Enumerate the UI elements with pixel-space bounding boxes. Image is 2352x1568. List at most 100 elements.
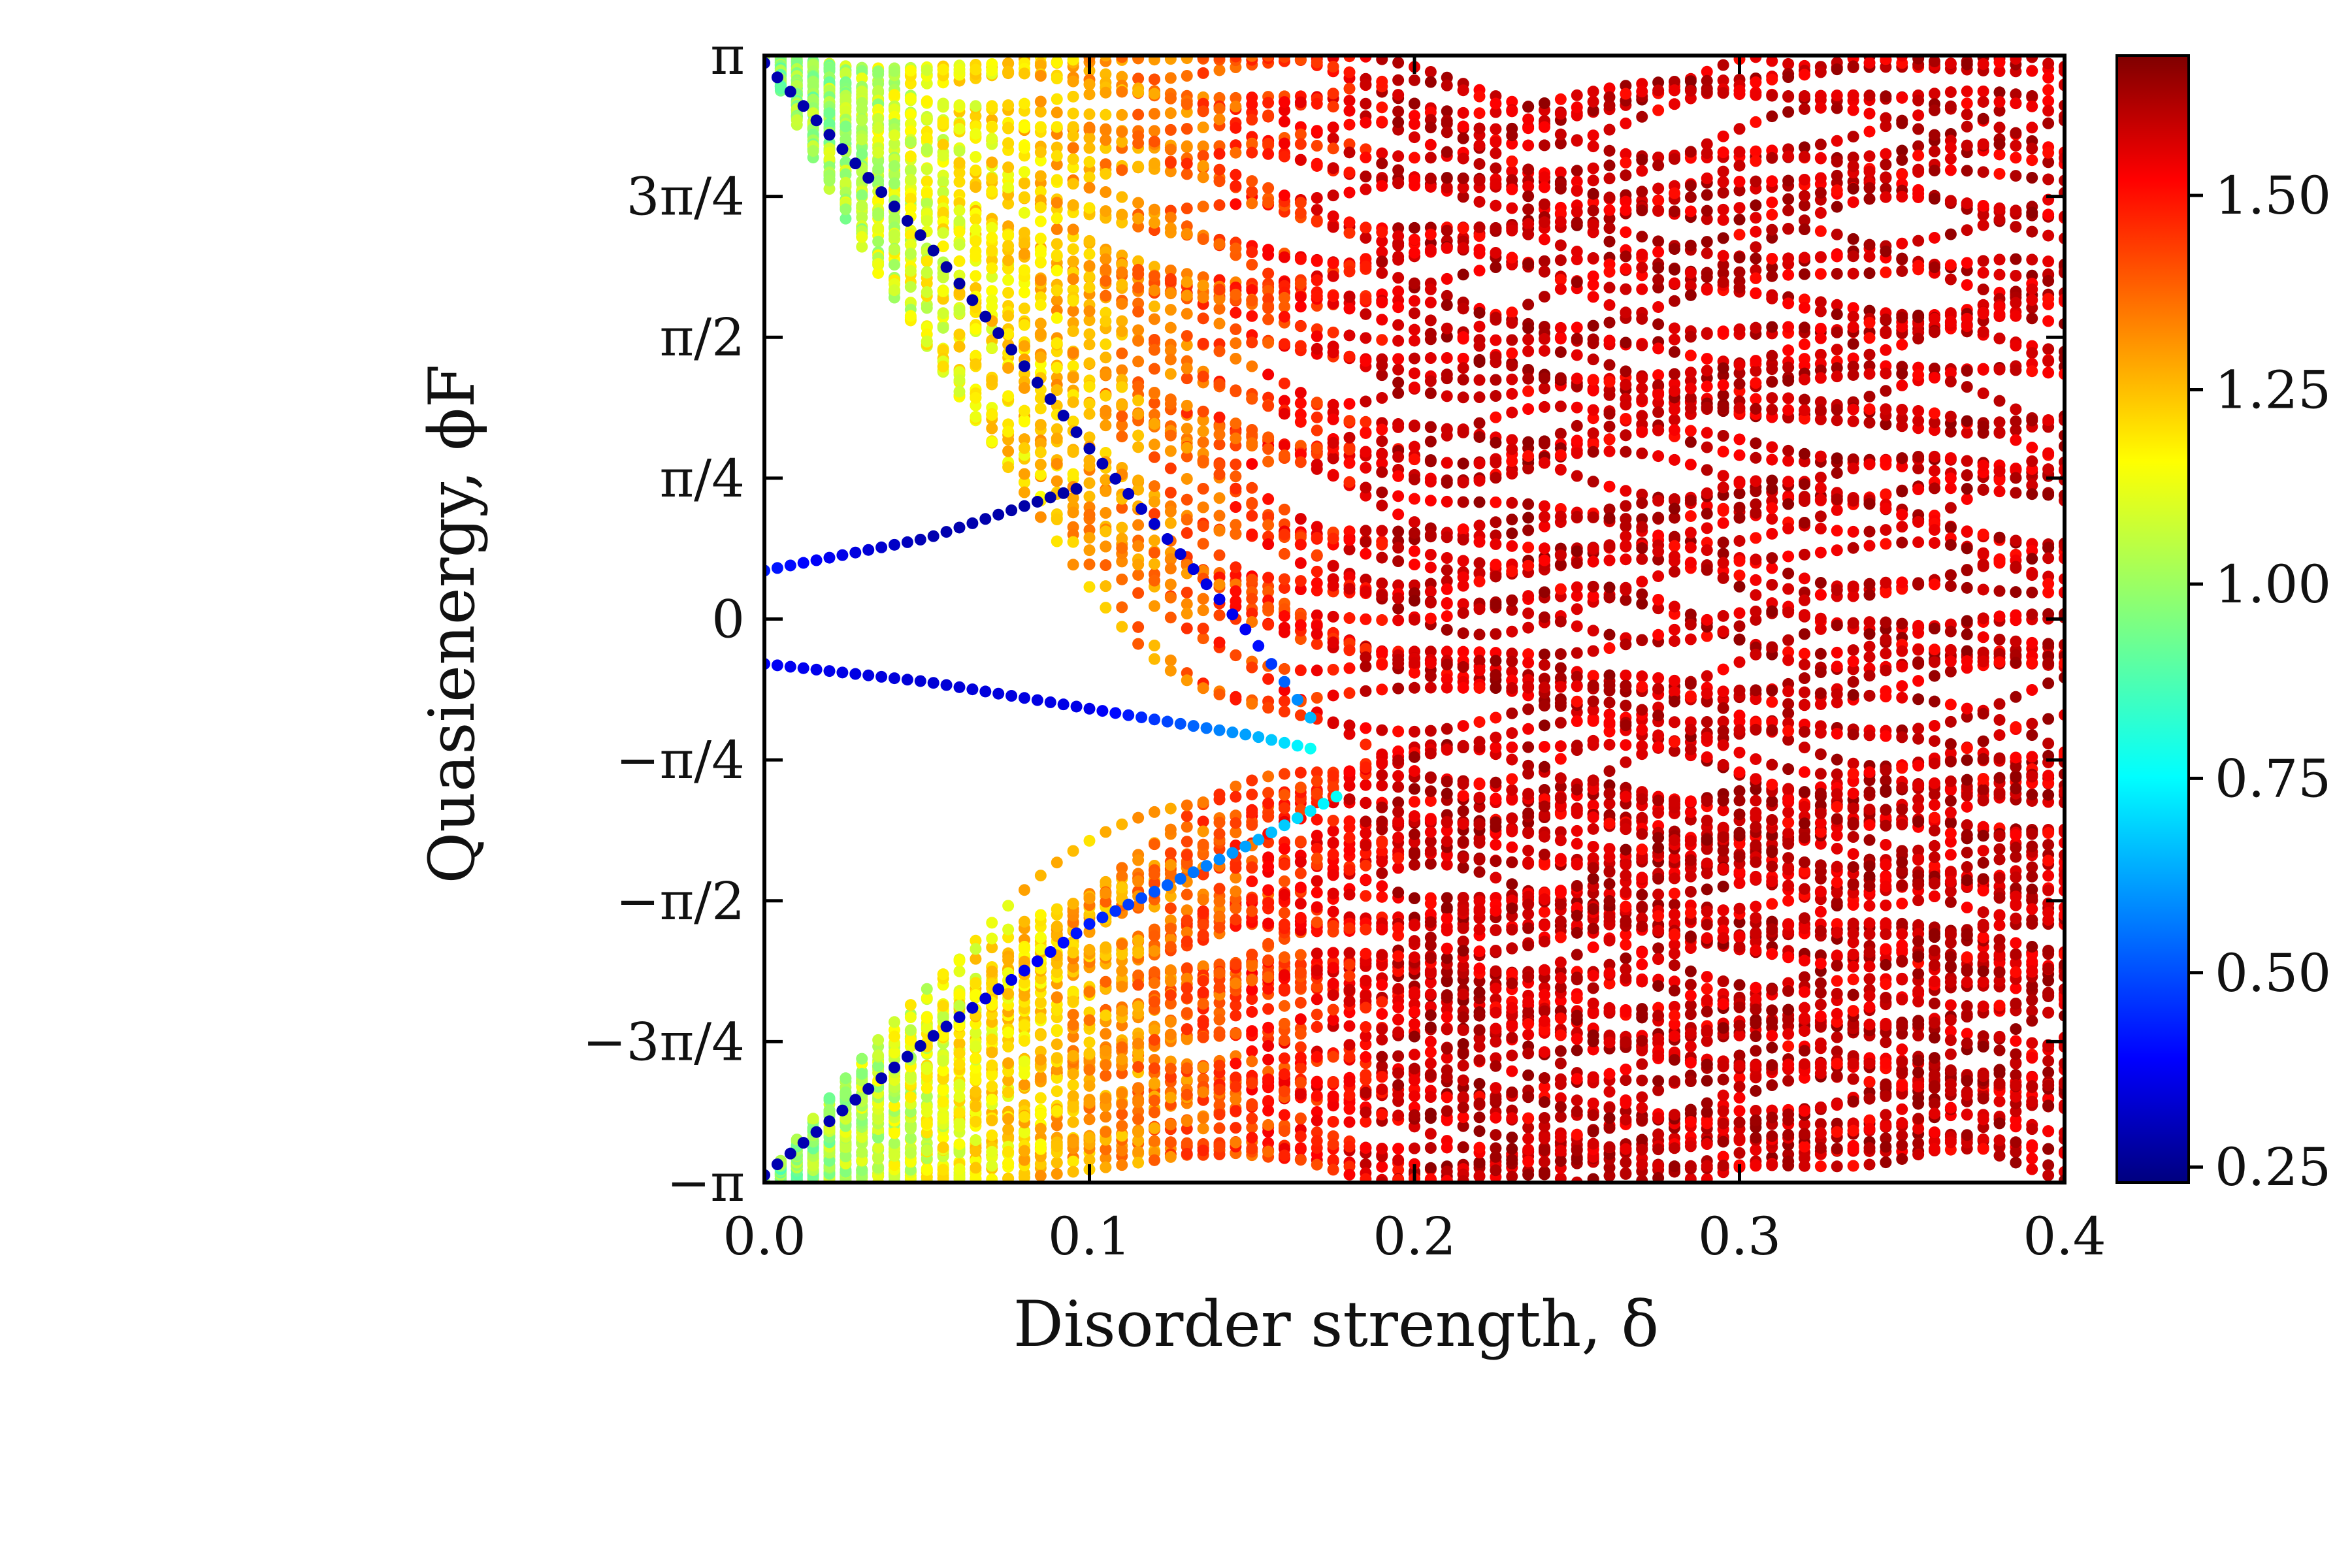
bulk-point [1116, 1041, 1128, 1053]
bulk-point [1424, 1046, 1437, 1058]
bulk-point [1733, 282, 1746, 294]
bulk-point [1441, 1091, 1453, 1103]
bulk-point [1603, 934, 1616, 947]
bulk-point [1132, 1126, 1145, 1138]
bulk-point [1684, 331, 1697, 343]
bulk-point [2026, 206, 2038, 219]
bulk-point [1733, 1147, 1746, 1159]
bulk-point [1522, 1069, 1535, 1081]
bulk-point [1847, 1143, 1859, 1155]
bulk-point [2010, 403, 2022, 416]
bulk-point [2026, 1037, 2038, 1049]
bulk-point [1376, 334, 1388, 346]
bulk-point [1766, 403, 1778, 416]
bulk-point [1132, 160, 1145, 172]
bulk-point [1782, 1040, 1795, 1053]
bulk-point [1944, 142, 1957, 154]
bulk-point [1197, 279, 1209, 291]
bulk-point [1587, 319, 1599, 332]
bulk-point [2042, 1006, 2055, 1019]
bulk-point [1522, 385, 1535, 397]
bulk-point [1149, 1077, 1160, 1089]
bulk-point [1929, 1017, 1940, 1029]
bulk-point [1896, 367, 1908, 380]
bulk-point [1993, 253, 2006, 266]
bulk-point [1912, 191, 1925, 203]
bulk-point [1929, 193, 1940, 205]
bulk-point [1246, 336, 1258, 349]
bulk-point [1912, 1081, 1925, 1093]
bulk-point [1246, 1005, 1258, 1018]
bulk-point [1571, 185, 1583, 197]
bulk-point [2010, 221, 2022, 233]
bulk-point [1522, 1143, 1535, 1156]
bulk-point [2026, 253, 2038, 266]
bulk-point [1360, 143, 1372, 155]
bulk-point [1034, 256, 1047, 269]
bulk-point [1620, 117, 1632, 129]
bulk-point [1002, 1113, 1015, 1125]
bulk-point [986, 185, 998, 197]
bulk-point [1294, 253, 1307, 265]
bulk-point [1603, 222, 1616, 235]
bulk-point [1587, 188, 1599, 200]
bulk-point [1814, 987, 1827, 999]
bulk-point [1522, 971, 1535, 983]
bulk-point [1360, 1002, 1372, 1014]
bulk-point [1620, 148, 1632, 160]
bulk-point [1750, 1144, 1762, 1156]
bulk-point [1733, 159, 1746, 172]
bulk-point [1343, 186, 1356, 199]
bulk-point [1717, 362, 1729, 374]
bulk-point [1717, 74, 1729, 87]
bulk-point [986, 1129, 998, 1141]
bulk-point [1327, 122, 1339, 134]
bulk-point [1230, 1122, 1242, 1134]
bulk-point [1961, 976, 1973, 988]
bulk-point [1327, 1076, 1339, 1088]
bulk-point [1669, 153, 1680, 165]
bulk-point [1929, 975, 1940, 988]
bulk-point [2010, 97, 2022, 110]
bulk-point [1506, 1112, 1518, 1124]
bulk-point [1880, 1078, 1892, 1090]
bulk-point [1944, 1014, 1957, 1026]
bulk-point [1669, 1075, 1680, 1088]
bulk-point [1409, 1109, 1420, 1121]
bulk-point [1376, 1083, 1388, 1096]
bulk-point [1539, 291, 1550, 303]
bulk-point [1717, 186, 1729, 199]
bulk-point [1343, 105, 1356, 117]
bulk-point [1896, 91, 1908, 104]
bulk-point [1587, 162, 1599, 174]
bulk-point [986, 1173, 998, 1183]
bulk-point [1392, 301, 1405, 314]
bulk-point [1863, 1001, 1876, 1013]
bulk-point [1571, 419, 1583, 432]
bulk-point [1636, 1113, 1648, 1126]
bulk-point [1051, 197, 1063, 209]
bulk-point [1343, 265, 1356, 278]
bulk-point [1083, 142, 1096, 154]
bulk-point [1880, 1156, 1892, 1169]
bulk-point [1424, 1090, 1437, 1103]
bulk-point [970, 235, 982, 248]
bulk-point [1279, 1109, 1290, 1121]
bulk-point [1522, 101, 1535, 113]
bulk-point [1587, 270, 1599, 282]
bulk-point [1083, 202, 1096, 214]
bulk-point [1067, 304, 1079, 317]
bulk-point [1424, 1057, 1437, 1070]
bulk-point [1799, 150, 1810, 163]
bulk-point [1230, 385, 1242, 398]
bulk-point [1701, 247, 1713, 259]
bulk-point [1831, 370, 1843, 383]
bulk-point [1539, 216, 1550, 229]
bulk-point [1213, 238, 1226, 250]
bulk-point [1652, 261, 1665, 274]
bulk-point [1360, 171, 1372, 183]
bulk-point [1847, 131, 1859, 143]
bulk-point [2026, 347, 2038, 359]
bulk-point [1799, 373, 1810, 385]
bulk-point [1636, 947, 1648, 959]
